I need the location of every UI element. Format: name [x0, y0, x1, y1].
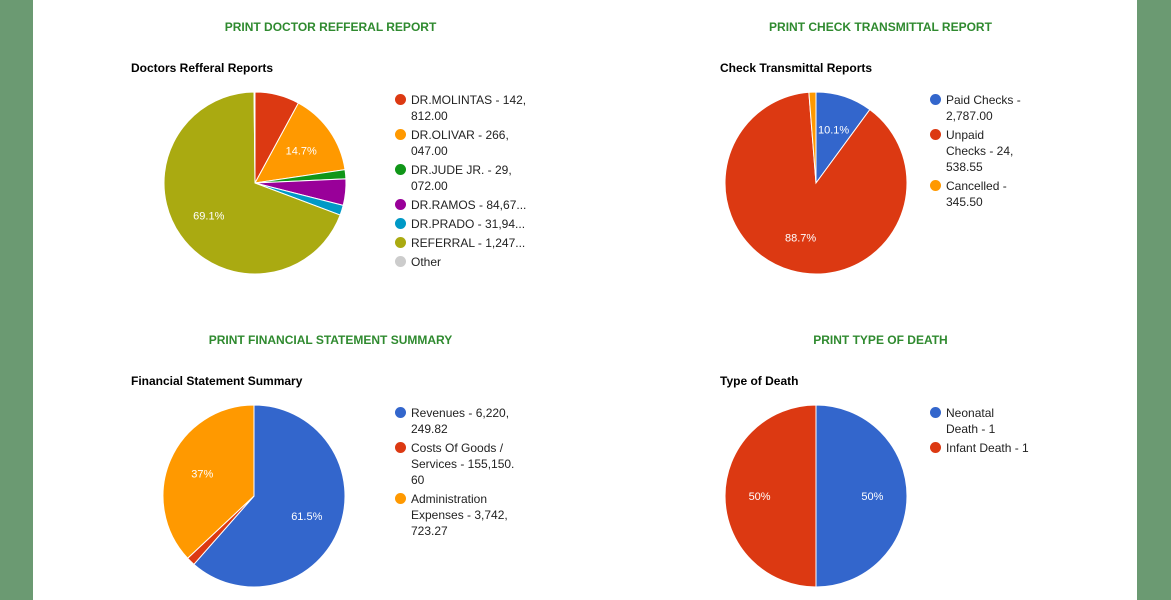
legend-swatch-icon	[930, 407, 941, 418]
legend-label: 2,787.00	[946, 109, 993, 123]
legend-swatch-icon	[395, 237, 406, 248]
legend-label: Other	[411, 255, 442, 269]
reports-panel: PRINT DOCTOR REFFERAL REPORT Doctors Ref…	[33, 0, 1137, 600]
legend-label: DR.MOLINTAS - 142,	[411, 93, 527, 107]
pie-slice-unpaid[interactable]	[724, 91, 908, 275]
legend-label: 345.50	[946, 195, 983, 209]
print-type-of-death-button[interactable]: PRINT TYPE OF DEATH	[813, 333, 948, 347]
legend-swatch-icon	[395, 94, 406, 105]
print-doctor-referral-button[interactable]: PRINT DOCTOR REFFERAL REPORT	[224, 20, 437, 34]
legend-label: 60	[411, 473, 425, 487]
doctor-referral-pie: 14.7% 69.1%	[163, 91, 347, 275]
legend-item-administration[interactable]: Administration Expenses - 3,742, 723.27	[395, 491, 551, 539]
legend-item-dr-molintas-142[interactable]: DR.MOLINTAS - 142, 812.00	[395, 92, 551, 124]
legend-label: Death - 1	[946, 422, 996, 436]
legend-swatch-icon	[395, 218, 406, 229]
legend-label: 072.00	[411, 179, 448, 193]
legend-label: Cancelled -	[946, 179, 1007, 193]
legend-label: 249.82	[411, 422, 448, 436]
legend-label: DR.RAMOS - 84,67...	[411, 198, 527, 212]
financial-summary-legend: Revenues - 6,220, 249.82 Costs Of Goods / S…	[395, 405, 551, 542]
legend-label: Services - 155,150.	[411, 457, 515, 471]
slice-percent-label: 37%	[191, 469, 213, 481]
pie-slice-referral-1-247[interactable]	[163, 91, 341, 275]
legend-swatch-icon	[930, 180, 941, 191]
pie-slice-dr-olivar-266[interactable]	[254, 102, 346, 184]
legend-label: Checks - 24,	[946, 144, 1014, 158]
legend-label: Administration	[411, 492, 488, 506]
legend-swatch-icon	[395, 256, 406, 267]
legend-item-referral-1-247[interactable]: REFERRAL - 1,247...	[395, 235, 551, 251]
slice-percent-label: 61.5%	[291, 511, 322, 523]
legend-label: Revenues - 6,220,	[411, 406, 510, 420]
type-of-death-legend: Neonatal Death - 1 Infant Death - 1	[930, 405, 1086, 459]
pie-slice-other[interactable]	[253, 91, 256, 184]
slice-percent-label: 50%	[861, 491, 883, 503]
legend-item-dr-olivar-266[interactable]: DR.OLIVAR - 266, 047.00	[395, 127, 551, 159]
print-financial-summary-button[interactable]: PRINT FINANCIAL STATEMENT SUMMARY	[208, 333, 453, 347]
legend-label: Unpaid	[946, 128, 985, 142]
pie-slice-administration[interactable]	[162, 404, 255, 559]
pie-slice-neonatal[interactable]	[815, 404, 908, 588]
slice-percent-label: 88.7%	[785, 232, 816, 244]
slice-percent-label: 69.1%	[193, 210, 224, 222]
legend-item-cancelled[interactable]: Cancelled - 345.50	[930, 178, 1086, 210]
legend-item-other[interactable]: Other	[395, 254, 551, 270]
legend-item-costs-of-goods[interactable]: Costs Of Goods / Services - 155,150. 60	[395, 440, 551, 488]
legend-item-revenues-6-220[interactable]: Revenues - 6,220, 249.82	[395, 405, 551, 437]
legend-item-dr-ramos-84-67[interactable]: DR.RAMOS - 84,67...	[395, 197, 551, 213]
legend-label: Neonatal	[946, 406, 995, 420]
legend-swatch-icon	[395, 407, 406, 418]
legend-label: DR.PRADO - 31,94...	[411, 217, 526, 231]
legend-label: 723.27	[411, 524, 448, 538]
pie-slice-infant-death-1[interactable]	[724, 404, 817, 588]
chart-title: Doctors Refferal Reports	[131, 61, 274, 75]
chart-title: Check Transmittal Reports	[720, 61, 873, 75]
legend-swatch-icon	[395, 129, 406, 140]
legend-label: 812.00	[411, 109, 448, 123]
legend-label: Costs Of Goods /	[411, 441, 504, 455]
legend-item-neonatal[interactable]: Neonatal Death - 1	[930, 405, 1086, 437]
type-of-death-pie: 50% 50%	[724, 404, 908, 588]
chart-title: Type of Death	[720, 374, 799, 388]
check-transmittal-pie: 10.1% 88.7%	[724, 91, 908, 275]
slice-percent-label: 50%	[749, 491, 771, 503]
slice-percent-label: 10.1%	[818, 124, 849, 136]
check-transmittal-legend: Paid Checks - 2,787.00 Unpaid Checks - 24, 5…	[930, 92, 1086, 213]
legend-label: REFERRAL - 1,247...	[411, 236, 526, 250]
doctor-referral-legend: DR.MOLINTAS - 142, 812.00 DR.OLIVAR - 266,…	[395, 92, 551, 273]
legend-label: 538.55	[946, 160, 983, 174]
print-check-transmittal-button[interactable]: PRINT CHECK TRANSMITTAL REPORT	[769, 20, 992, 34]
legend-swatch-icon	[930, 442, 941, 453]
legend-item-dr-prado-31-94[interactable]: DR.PRADO - 31,94...	[395, 216, 551, 232]
pie-slice-cancelled[interactable]	[808, 91, 817, 184]
legend-swatch-icon	[395, 199, 406, 210]
legend-swatch-icon	[395, 493, 406, 504]
legend-swatch-icon	[930, 94, 941, 105]
slice-percent-label: 14.7%	[286, 146, 317, 158]
legend-swatch-icon	[395, 442, 406, 453]
legend-swatch-icon	[930, 129, 941, 140]
legend-item-paid-checks[interactable]: Paid Checks - 2,787.00	[930, 92, 1086, 124]
legend-item-unpaid[interactable]: Unpaid Checks - 24, 538.55	[930, 127, 1086, 175]
financial-summary-pie: 61.5% 37%	[162, 404, 346, 588]
legend-label: DR.JUDE JR. - 29,	[411, 163, 512, 177]
legend-item-dr-jude-jr-29[interactable]: DR.JUDE JR. - 29, 072.00	[395, 162, 551, 194]
legend-label: DR.OLIVAR - 266,	[411, 128, 509, 142]
pie-slice-revenues-6-220[interactable]	[193, 404, 346, 588]
legend-label: Expenses - 3,742,	[411, 508, 508, 522]
legend-label: 047.00	[411, 144, 448, 158]
legend-item-infant-death-1[interactable]: Infant Death - 1	[930, 440, 1086, 456]
legend-label: Paid Checks -	[946, 93, 1021, 107]
legend-label: Infant Death - 1	[946, 441, 1029, 455]
legend-swatch-icon	[395, 164, 406, 175]
chart-title: Financial Statement Summary	[131, 374, 303, 388]
